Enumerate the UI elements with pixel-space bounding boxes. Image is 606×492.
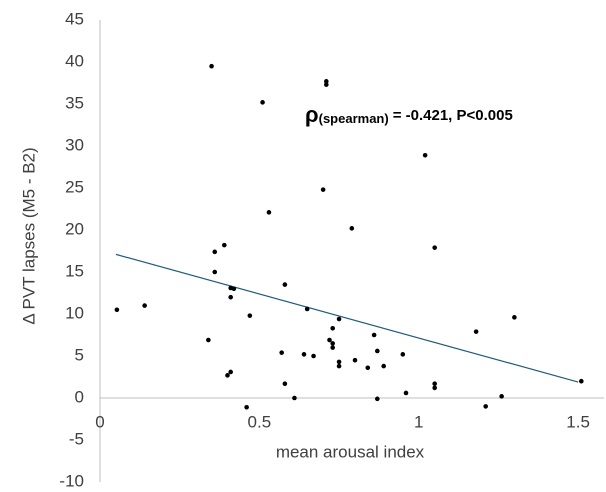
point bbox=[247, 313, 253, 318]
point bbox=[225, 373, 230, 378]
x-tick-label: 0 bbox=[95, 412, 104, 431]
x-tick-label: 1.5 bbox=[566, 412, 590, 431]
point bbox=[282, 282, 288, 287]
point bbox=[579, 378, 584, 384]
point bbox=[292, 395, 297, 401]
y-tick-label: 45 bbox=[65, 9, 84, 28]
point bbox=[114, 307, 120, 313]
point bbox=[142, 303, 147, 308]
point bbox=[231, 286, 237, 292]
point bbox=[206, 337, 211, 343]
point bbox=[330, 341, 335, 346]
y-tick-label: 0 bbox=[75, 387, 84, 406]
point bbox=[327, 337, 332, 343]
y-tick-label: -5 bbox=[69, 429, 84, 448]
point bbox=[352, 357, 358, 363]
point bbox=[432, 245, 437, 250]
point bbox=[244, 404, 249, 410]
point bbox=[365, 365, 371, 371]
point bbox=[209, 63, 214, 69]
point bbox=[432, 381, 437, 387]
point bbox=[222, 242, 227, 248]
point bbox=[320, 187, 326, 192]
point bbox=[512, 315, 517, 320]
x-tick-label: 1 bbox=[414, 412, 423, 431]
point bbox=[422, 152, 428, 158]
y-tick-label: 10 bbox=[65, 303, 84, 322]
annotation-text: = -0.421, P<0.005 bbox=[393, 107, 513, 124]
point bbox=[375, 348, 380, 354]
point bbox=[330, 345, 335, 350]
y-tick-label: -10 bbox=[59, 471, 84, 490]
y-axis-label: Δ PVT lapses (M5 - B2) bbox=[19, 147, 38, 324]
y-tick-label: 20 bbox=[65, 219, 84, 238]
y-tick-label: 40 bbox=[65, 51, 84, 70]
annotation: ρ(spearman) = -0.421, P<0.005 bbox=[305, 102, 513, 127]
point bbox=[228, 369, 233, 375]
point bbox=[282, 381, 288, 387]
point bbox=[400, 352, 406, 357]
point bbox=[483, 404, 488, 409]
point bbox=[330, 325, 335, 331]
x-axis-label: mean arousal index bbox=[276, 442, 425, 461]
point bbox=[473, 329, 479, 334]
point bbox=[403, 390, 409, 396]
y-tick-label: 25 bbox=[65, 177, 84, 196]
point bbox=[349, 226, 355, 231]
y-tick-label: 35 bbox=[65, 93, 84, 112]
annotation-subscript: (spearman) bbox=[319, 111, 389, 126]
point bbox=[279, 350, 284, 355]
y-tick-label: 30 bbox=[65, 135, 84, 154]
point bbox=[324, 82, 329, 87]
point bbox=[311, 353, 316, 359]
point bbox=[432, 385, 437, 391]
point bbox=[301, 352, 307, 357]
point bbox=[212, 269, 218, 275]
point bbox=[336, 363, 342, 369]
point bbox=[212, 249, 218, 255]
x-tick-label: 0.5 bbox=[248, 412, 272, 431]
point bbox=[336, 359, 342, 365]
point bbox=[324, 79, 329, 84]
point bbox=[228, 294, 233, 300]
trendline bbox=[115, 253, 579, 383]
point bbox=[381, 363, 386, 369]
point bbox=[499, 394, 504, 399]
y-tick-label: 5 bbox=[75, 345, 84, 364]
point bbox=[304, 306, 310, 312]
point bbox=[266, 210, 272, 215]
annotation-symbol: ρ bbox=[305, 102, 319, 127]
y-tick-label: 15 bbox=[65, 261, 84, 280]
point bbox=[336, 316, 342, 322]
point bbox=[375, 396, 380, 402]
point bbox=[371, 332, 377, 338]
point bbox=[260, 100, 265, 105]
